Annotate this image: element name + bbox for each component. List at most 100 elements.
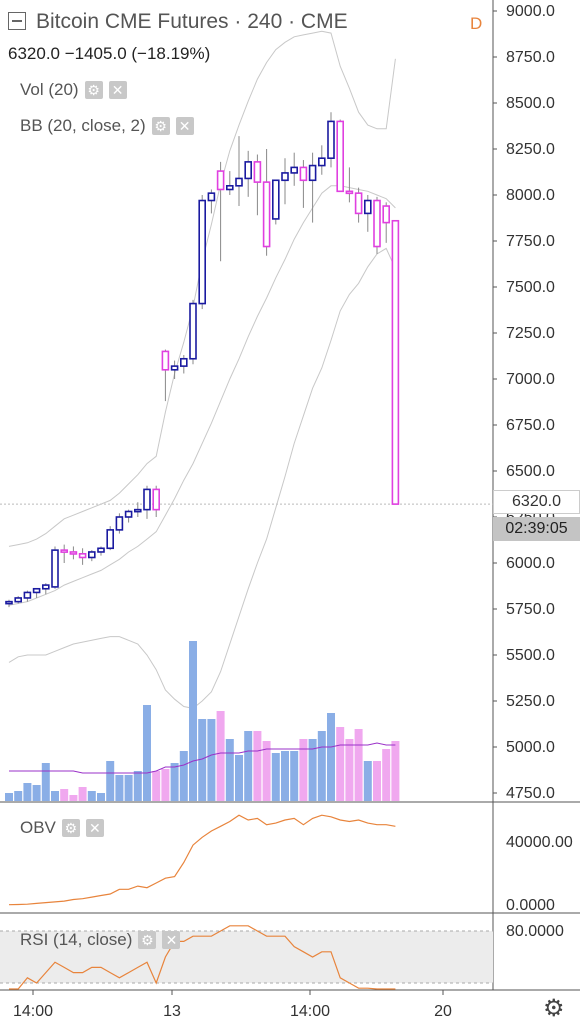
time-tick-label: 20	[434, 1003, 452, 1020]
volume-bar	[41, 763, 50, 801]
candle-body	[373, 199, 381, 248]
time-tick-label: 13	[163, 1003, 181, 1020]
bb-mid-line	[8, 185, 396, 606]
volume-bar	[262, 741, 271, 801]
candle-body	[60, 549, 69, 553]
volume-bar	[152, 771, 161, 801]
volume-bar	[207, 719, 216, 801]
candle-body	[363, 199, 372, 215]
rsi-band	[0, 931, 493, 983]
obv-tick-label: 40000.00	[506, 834, 573, 851]
candle-body	[97, 547, 105, 553]
volume-bar	[60, 789, 69, 801]
gear-icon[interactable]: ⚙	[84, 81, 103, 99]
price-tick-label: 4750.0	[506, 785, 555, 802]
last-price-tag: 6320.0	[493, 490, 580, 514]
price-tick-label: 8250.0	[506, 141, 555, 158]
candle-body	[180, 357, 188, 367]
chart-title: Bitcoin CME Futures · 240 · CME	[36, 10, 348, 33]
close-icon[interactable]: ✕	[175, 117, 194, 135]
price-tick-label: 8750.0	[506, 49, 555, 66]
price-tick-label: 7500.0	[506, 279, 555, 296]
candle-body	[207, 192, 216, 202]
price-tick-label: 5000.0	[506, 739, 555, 756]
settings-icon[interactable]: ⚙	[543, 995, 565, 1022]
volume-bar	[179, 751, 188, 801]
obv-line	[8, 814, 396, 906]
candle-body	[170, 365, 179, 371]
gear-icon[interactable]: ⚙	[61, 819, 80, 837]
candle-body	[51, 549, 59, 588]
candle-body	[391, 219, 400, 505]
candle-body	[161, 350, 170, 371]
volume-bar	[161, 769, 170, 801]
indicator-vol[interactable]: Vol (20) ⚙ ✕	[20, 80, 127, 100]
price-tick-label: 9000.0	[506, 3, 555, 20]
volume-bar	[373, 761, 381, 801]
price-tick-label: 5250.0	[506, 693, 555, 710]
volume-bar	[308, 739, 317, 801]
volume-bar	[225, 739, 234, 801]
price-tick-label: 5500.0	[506, 647, 555, 664]
close-icon[interactable]: ✕	[108, 81, 127, 99]
time-tick-label: 14:00	[13, 1003, 53, 1020]
candle-body	[115, 516, 124, 531]
volume-bar	[253, 731, 262, 801]
candle-body	[226, 185, 234, 191]
candle-body	[290, 166, 299, 174]
volume-bar	[391, 741, 400, 801]
price-tick-label: 8500.0	[506, 95, 555, 112]
candle-body	[23, 591, 32, 599]
candle-body	[262, 181, 271, 248]
candle-body	[106, 529, 114, 550]
volume-bar	[170, 763, 179, 801]
volume-bar	[327, 713, 335, 801]
volume-bar	[345, 739, 354, 801]
indicator-rsi[interactable]: RSI (14, close) ⚙ ✕	[20, 930, 181, 950]
indicator-obv-label: OBV	[20, 818, 56, 837]
volume-bar	[23, 783, 32, 801]
candle-body	[32, 587, 41, 594]
candles	[5, 112, 400, 608]
candle-body	[216, 170, 225, 191]
candle-body	[345, 190, 354, 195]
price-tick-label: 7000.0	[506, 371, 555, 388]
rsi-pane	[0, 925, 493, 990]
candle-body	[299, 166, 308, 182]
candle-body	[152, 488, 160, 511]
candle-body	[134, 508, 142, 513]
volume-bar	[235, 755, 243, 801]
candle-body	[336, 120, 345, 193]
volume-bar	[189, 641, 197, 801]
candle-body	[143, 488, 151, 511]
volume-bar	[106, 761, 115, 801]
indicator-bb[interactable]: BB (20, close, 2) ⚙ ✕	[20, 116, 194, 136]
price-tick-label: 6000.0	[506, 555, 555, 572]
candle-body	[78, 552, 87, 559]
gear-icon[interactable]: ⚙	[138, 931, 157, 949]
indicator-rsi-label: RSI (14, close)	[20, 930, 133, 949]
volume-bar	[271, 753, 280, 801]
axis-ticks: 4750.05000.05250.05500.05750.06000.06250…	[13, 3, 573, 1020]
volume-bar	[382, 749, 391, 801]
volume-bar	[244, 731, 253, 801]
candle-body	[281, 172, 289, 182]
volume-bar	[87, 791, 96, 801]
volume-bar	[299, 739, 308, 801]
indicator-obv[interactable]: OBV ⚙ ✕	[20, 818, 104, 838]
rsi-line	[9, 925, 396, 990]
gear-icon[interactable]: ⚙	[151, 117, 170, 135]
obv-tick-label: 0.0000	[506, 897, 555, 914]
candle-body	[14, 597, 22, 603]
price-tick-label: 7250.0	[506, 325, 555, 342]
volume-bar	[216, 711, 225, 801]
collapse-icon[interactable]	[8, 12, 26, 30]
chart-title-row[interactable]: Bitcoin CME Futures · 240 · CME	[8, 10, 348, 34]
candle-body	[88, 551, 96, 559]
candle-body	[317, 157, 326, 167]
price-change: 6320.0 −1405.0 (−18.19%)	[8, 44, 211, 63]
candle-body	[271, 179, 280, 220]
close-icon[interactable]: ✕	[85, 819, 104, 837]
close-icon[interactable]: ✕	[162, 931, 181, 949]
